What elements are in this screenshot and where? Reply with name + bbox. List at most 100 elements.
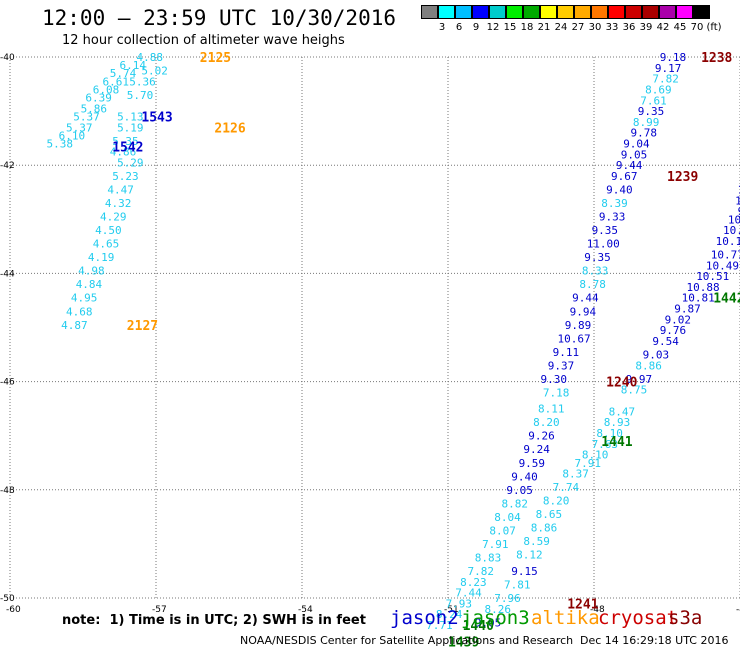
longitude-tick-label: -48: [590, 605, 605, 615]
wave-height-label: 8.93: [604, 416, 631, 429]
wave-height-label: 4.32: [105, 197, 131, 210]
wave-height-label: 7.93: [446, 597, 473, 610]
wave-height-label: 9.94: [570, 305, 597, 318]
wave-height-label: 4.47: [107, 184, 134, 197]
wave-height-label: 10.77: [711, 248, 740, 261]
color-scale-label: 21: [537, 22, 551, 33]
wave-height-label: 6.39: [85, 92, 112, 105]
wave-height-label: 9.05: [621, 148, 648, 161]
wave-height-label: 8.10: [596, 427, 623, 440]
satellite-legend-altika: altika: [531, 607, 600, 629]
wave-height-label: 8.26: [485, 603, 512, 616]
wave-height-label: 9.17: [655, 62, 682, 75]
wave-height-label: 9.05: [475, 616, 502, 629]
wave-height-label: 9.40: [511, 470, 538, 483]
color-scale-swatch: [642, 5, 659, 19]
wave-height-label: 8.75: [621, 384, 648, 397]
wave-height-label: 9.30: [540, 373, 567, 386]
wave-height-label: 7.91: [482, 538, 509, 551]
color-scale-label: 6: [455, 22, 463, 33]
wave-height-label: 9.89: [565, 319, 592, 332]
pass-time-label: 1543: [141, 111, 172, 126]
wave-height-label: 8.59: [523, 535, 550, 548]
wave-height-label: 8.37: [562, 468, 589, 481]
wave-height-label: 9.76: [660, 324, 687, 337]
color-scale-swatch: [608, 5, 625, 19]
wave-height-label: 9.02: [665, 313, 692, 326]
latitude-tick-label: -50: [0, 594, 15, 604]
longitude-tick-label: -60: [6, 605, 21, 615]
wave-height-label: 4.19: [88, 251, 115, 264]
color-scale-swatch: [574, 5, 591, 19]
color-scale-label: 3: [438, 22, 446, 33]
wave-height-label: 4.88: [137, 51, 164, 64]
color-scale-swatch: [557, 5, 574, 19]
wave-height-label: 9.97: [626, 373, 653, 386]
pass-time-label: 1439: [448, 635, 479, 650]
wave-height-label: 5.13: [117, 111, 144, 124]
wave-height-label: 5.70: [127, 89, 154, 102]
wave-height-label: 5.37: [73, 111, 100, 124]
wave-height-label: 8.20: [533, 416, 560, 429]
wave-height-label: 7.63: [592, 438, 619, 451]
color-scale-swatch: [438, 5, 455, 19]
wave-height-label: 6.08: [93, 83, 120, 96]
wave-height-label: 5.19: [117, 121, 144, 134]
wave-height-label: 9.35: [592, 224, 619, 237]
wave-height-label: 4.98: [78, 265, 105, 278]
wave-height-label: 8.82: [502, 497, 529, 510]
wave-height-label: 9.18: [660, 51, 687, 64]
wave-height-label: 8.78: [579, 278, 606, 291]
color-scale-swatch: [591, 5, 608, 19]
wave-height-label: 9.67: [611, 170, 638, 183]
wave-height-label: 6.61: [102, 75, 129, 88]
wave-height-label: 9.37: [548, 359, 575, 372]
wave-height-label: 8.47: [609, 405, 636, 418]
wave-height-label: 9.44: [572, 292, 599, 305]
pass-time-label: 1238: [701, 51, 732, 66]
wave-height-label: 11: [738, 184, 740, 197]
wave-height-label: 9.40: [606, 184, 633, 197]
wave-height-label: 5.23: [112, 170, 139, 183]
color-scale-swatch: [676, 5, 693, 19]
wave-height-label: 9.33: [599, 211, 626, 224]
wave-height-label: 11.00: [587, 238, 620, 251]
pass-time-label: 1239: [667, 170, 698, 185]
wave-height-label: 9.03: [643, 349, 670, 362]
longitude-tick-label: -57: [152, 605, 167, 615]
pass-time-label: 1442: [713, 292, 740, 307]
wave-height-label: 10.49: [706, 259, 739, 272]
pass-time-label: 1440: [463, 619, 494, 634]
wave-height-label: 9.59: [519, 457, 546, 470]
latitude-tick-label: -44: [0, 269, 15, 279]
color-scale-label: 42: [656, 22, 670, 33]
pass-time-label: 2127: [127, 319, 158, 334]
wave-height-label: 7.74: [553, 481, 580, 494]
satellite-legend-jason2: jason2: [390, 607, 459, 629]
wave-height-label: 8.86: [635, 359, 662, 372]
wave-height-label: 7.18: [543, 386, 570, 399]
wave-height-label: 7.91: [575, 457, 602, 470]
wave-height-label: 4.95: [71, 292, 98, 305]
color-scale-swatch: [455, 5, 472, 19]
wave-height-label: 9.24: [523, 443, 550, 456]
chart-subtitle: 12 hour collection of altimeter wave hei…: [62, 33, 345, 48]
wave-height-label: 8.11: [538, 403, 565, 416]
color-scale-label: 12: [486, 22, 500, 33]
wave-height-label: 6.14: [120, 59, 147, 72]
wave-height-label: 7.61: [640, 94, 667, 107]
wave-height-label: 8.65: [536, 508, 563, 521]
wave-height-label: 9.35: [638, 105, 665, 118]
wave-height-label: 9.75: [738, 205, 740, 218]
wave-height-label: 9.87: [674, 303, 701, 316]
wave-height-label: 8.07: [489, 524, 516, 537]
longitude-tick-label: -51: [444, 605, 459, 615]
wave-height-label: 9.78: [631, 127, 658, 140]
wave-height-label: 9.11: [553, 346, 580, 359]
wave-height-label: 9.35: [584, 251, 611, 264]
color-scale-swatch: [421, 5, 438, 19]
color-scale-swatch: [693, 5, 710, 19]
wave-height-label: 6.10: [59, 129, 86, 142]
latitude-tick-label: -48: [0, 486, 15, 496]
wave-height-label: 4.87: [61, 319, 88, 332]
